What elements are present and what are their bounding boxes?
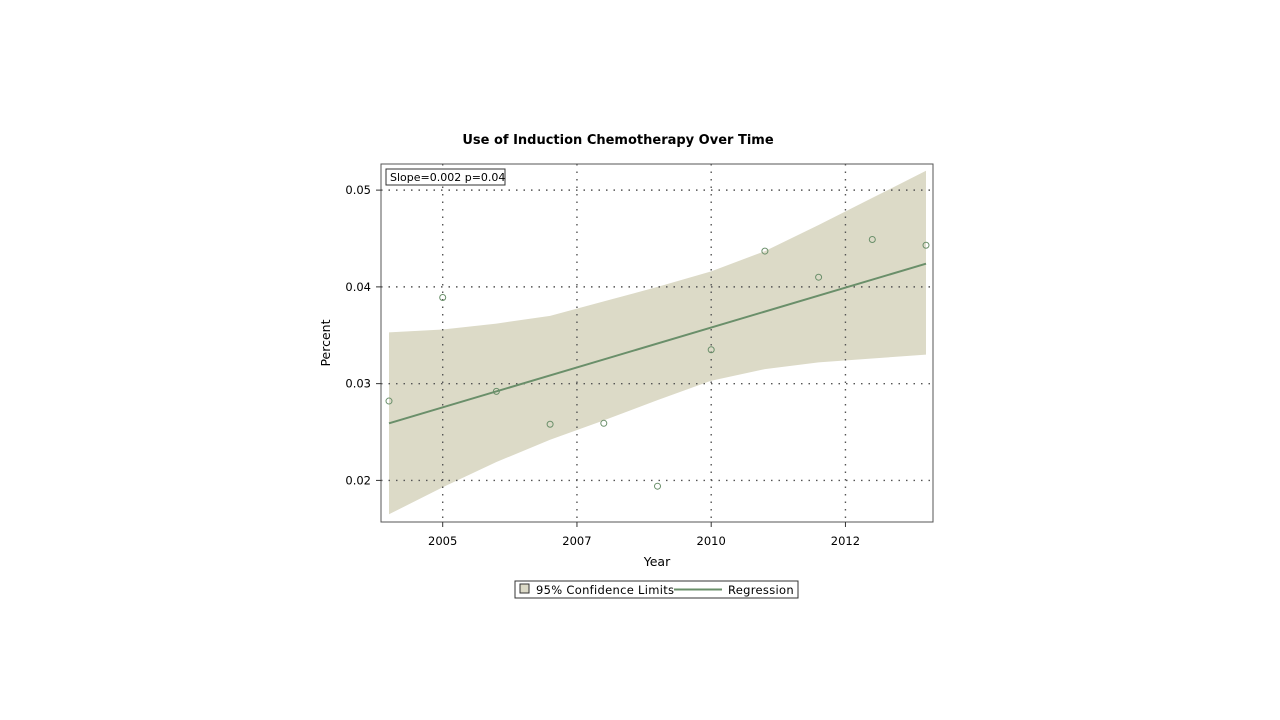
y-tick-label: 0.03 (345, 377, 371, 391)
annotation-text: Slope=0.002 p=0.04 (390, 171, 505, 184)
y-axis: 0.02 0.03 0.04 0.05 (345, 183, 381, 487)
data-point (385, 397, 393, 405)
legend: 95% Confidence Limits Regression (514, 580, 799, 599)
data-point (922, 241, 930, 249)
x-axis: 2005 2007 2010 2012 (428, 522, 860, 548)
slope-annotation-box: Slope=0.002 p=0.04 (385, 168, 506, 186)
data-point (707, 346, 715, 354)
data-points (385, 235, 930, 490)
data-point (654, 482, 661, 490)
x-axis-label: Year (643, 554, 671, 569)
data-point (600, 419, 608, 427)
plot-area (380, 163, 934, 523)
data-point (492, 387, 500, 395)
x-tick-label: 2010 (697, 534, 726, 548)
data-point (815, 273, 823, 281)
y-axis-label: Percent (318, 319, 333, 366)
regression-line (388, 262, 927, 425)
y-tick-label: 0.04 (345, 280, 371, 294)
legend-label-regression: Regression (728, 583, 794, 597)
y-tick-label: 0.05 (345, 183, 371, 197)
y-tick-label: 0.02 (345, 473, 371, 487)
annotation-frame (385, 168, 506, 186)
plot-frame (380, 163, 934, 523)
x-tick-label: 2012 (831, 534, 860, 548)
legend-frame (514, 580, 799, 599)
data-point (439, 294, 447, 302)
x-tick-label: 2007 (562, 534, 591, 548)
chart-title: Use of Induction Chemotherapy Over Time (462, 133, 774, 148)
data-point (761, 247, 769, 255)
data-point (546, 420, 554, 428)
data-point (868, 235, 876, 243)
legend-label-confidence: 95% Confidence Limits (536, 583, 674, 597)
legend-swatch-confidence (519, 583, 530, 594)
x-tick-label: 2005 (428, 534, 457, 548)
